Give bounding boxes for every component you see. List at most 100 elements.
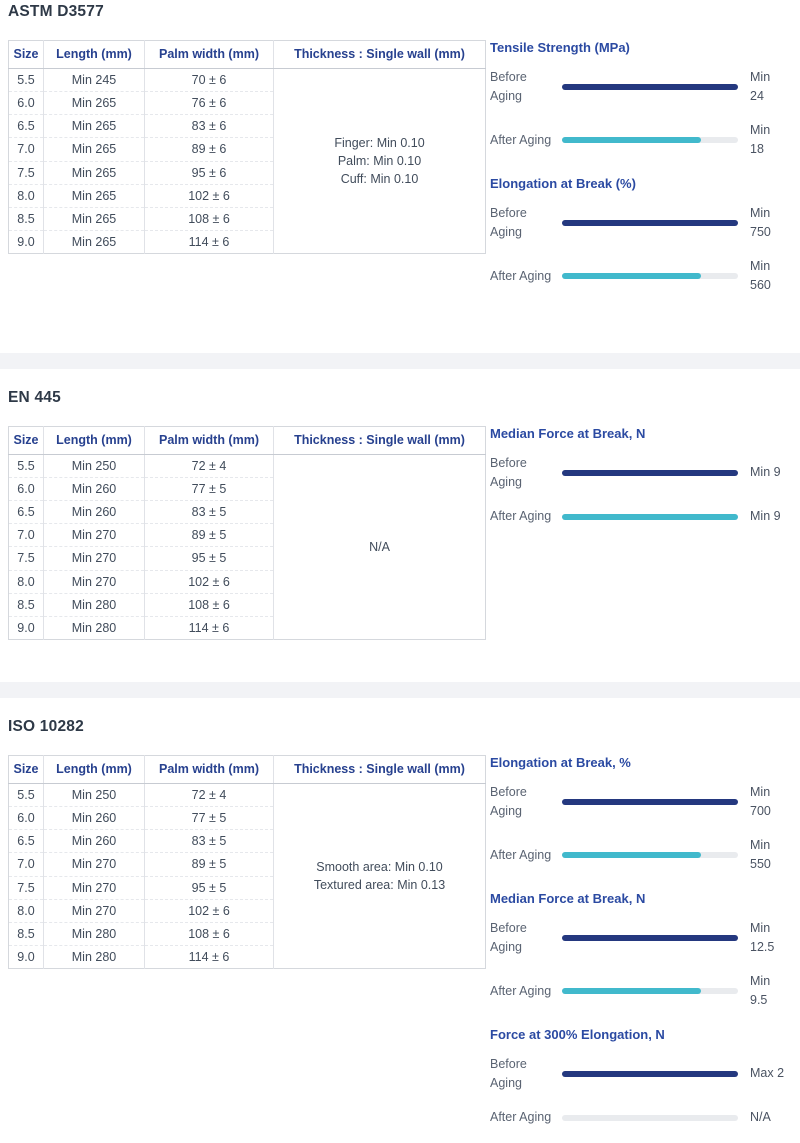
table-row: 7.5 Min 270 95 ± 5 — [8, 875, 486, 900]
table-cell: 8.5 — [8, 206, 44, 231]
bar-fill — [562, 513, 738, 520]
spec-table: Size Length (mm) Palm width (mm) Thickness … — [8, 425, 486, 640]
bar-track — [562, 513, 738, 520]
metric-row: Before Aging Min 750 — [490, 204, 790, 242]
metrics-panel: Elongation at Break, % Before Aging Min 70… — [490, 755, 790, 1143]
table-cell: Min 265 — [43, 206, 145, 231]
column-header: Size — [8, 426, 44, 455]
bar-fill — [562, 1070, 738, 1077]
table-cell: 72 ± 4 — [144, 454, 274, 478]
table-cell: Min 270 — [43, 546, 145, 571]
table-cell: 102 ± 6 — [144, 183, 274, 208]
table-cell: 95 ± 5 — [144, 546, 274, 571]
table-row: 7.0 Min 270 89 ± 5 — [8, 852, 486, 877]
metric-label: After Aging — [490, 268, 552, 283]
metric-label: After Aging — [490, 983, 552, 998]
table-row: 7.0 Min 270 89 ± 5 — [8, 523, 486, 547]
section-title: ASTM D3577 — [8, 3, 104, 20]
table-cell: 8.0 — [8, 569, 44, 594]
column-header: Palm width (mm) — [144, 40, 274, 70]
metric-value: Min 750 — [750, 205, 771, 239]
bar-fill — [562, 852, 702, 859]
table-row: 8.0 Min 270 102 ± 6 — [8, 569, 486, 594]
metric-row: Before Aging Max 2 — [490, 1055, 790, 1093]
metric-label: After Aging — [490, 509, 552, 524]
header-row: Size Length (mm) Palm width (mm) Thickness … — [8, 755, 486, 785]
table-cell: Min 270 — [43, 569, 145, 594]
table-cell: Min 260 — [43, 500, 145, 524]
table-cell: 89 ± 5 — [144, 523, 274, 547]
table-cell: 9.0 — [8, 944, 44, 969]
table-cell: Min 265 — [43, 137, 145, 162]
bar-track — [562, 469, 738, 476]
table-cell: Min 280 — [43, 615, 145, 640]
table-cell: Min 280 — [43, 592, 145, 617]
section-divider — [0, 681, 800, 698]
column-header: Palm width (mm) — [144, 426, 274, 455]
metric-value: Min 9 — [750, 465, 781, 480]
table-cell: 6.5 — [8, 500, 44, 524]
metric-label: Before Aging — [490, 455, 527, 489]
metric-value: Min 9.5 — [750, 974, 771, 1008]
metric-value: Min 12.5 — [750, 920, 775, 954]
table-cell: 83 ± 6 — [144, 114, 274, 138]
metric-value: Min 18 — [750, 123, 771, 157]
table-cell: 108 ± 6 — [144, 921, 274, 946]
table-cell: 7.5 — [8, 546, 44, 571]
metric-value: Min 9 — [750, 509, 781, 524]
table-cell: 83 ± 5 — [144, 500, 274, 524]
metrics-panel: Tensile Strength (MPa) Before Aging Min 24… — [490, 40, 790, 311]
table-row: 8.5 Min 280 108 ± 6 — [8, 921, 486, 946]
column-header: Size — [8, 40, 44, 70]
table-row: 8.0 Min 270 102 ± 6 — [8, 898, 486, 923]
metric-label: Before Aging — [490, 1056, 527, 1090]
metric-row: Before Aging Min 24 — [490, 68, 790, 106]
metric-row: After Aging Min 560 — [490, 257, 790, 295]
table-row: 6.0 Min 260 77 ± 5 — [8, 477, 486, 501]
table-cell: 108 ± 6 — [144, 592, 274, 617]
metric-group-title: Elongation at Break, % — [490, 755, 631, 771]
metric-row: After Aging Min 9.5 — [490, 972, 790, 1010]
table-row: 6.0 Min 260 77 ± 5 — [8, 806, 486, 830]
thickness-cell: Finger: Min 0.10 Palm: Min 0.10 Cuff: Mi… — [273, 68, 486, 254]
metric-label: Before Aging — [490, 784, 527, 818]
metric-value: Min 550 — [750, 838, 771, 872]
metric-value: Min 24 — [750, 69, 771, 103]
metric-row: After Aging Min 9 — [490, 507, 790, 526]
table-cell: 8.5 — [8, 592, 44, 617]
bar-track — [562, 219, 738, 226]
table-row: 7.0 Min 265 89 ± 6 — [8, 137, 486, 162]
section-title: ISO 10282 — [8, 717, 84, 735]
metric-label: After Aging — [490, 847, 552, 862]
metric-label: Before Aging — [490, 69, 527, 103]
table-cell: 5.5 — [17, 788, 35, 803]
section-divider — [0, 352, 800, 369]
section-en-445: EN 445 Size Length (mm) Palm width (mm) Thic… — [0, 389, 800, 640]
column-header: Size — [8, 755, 44, 785]
bar-track — [562, 798, 738, 805]
bar-track — [562, 137, 738, 144]
column-header: Thickness : Single wall (mm) — [273, 755, 486, 785]
table-cell: 6.5 — [8, 114, 44, 138]
spec-table: Size Length (mm) Palm width (mm) Thickness … — [8, 755, 486, 970]
metric-group-title: Force at 300% Elongation, N — [490, 1026, 665, 1042]
table-cell: 6.5 — [8, 829, 44, 853]
table-cell: Min 245 — [43, 68, 145, 92]
column-header: Length (mm) — [43, 755, 145, 785]
table-cell: 102 ± 6 — [144, 569, 274, 594]
table-cell: Min 270 — [43, 875, 145, 900]
bar-track — [562, 1070, 738, 1077]
table-row: 9.0 Min 280 114 ± 6 — [8, 615, 486, 640]
table-cell: Min 250 — [43, 783, 145, 807]
table-cell: Min 265 — [43, 183, 145, 208]
table-cell: 114 ± 6 — [144, 615, 274, 640]
metric-row: After Aging N/A — [490, 1108, 790, 1127]
table-row: 7.5 Min 270 95 ± 5 — [8, 546, 486, 571]
table-cell: 95 ± 6 — [144, 160, 274, 185]
table-cell: Min 280 — [43, 944, 145, 969]
metric-row: After Aging Min 18 — [490, 121, 790, 159]
metric-value: Max 2 — [750, 1066, 785, 1081]
column-header: Thickness : Single wall (mm) — [273, 426, 486, 455]
table-cell: 89 ± 5 — [144, 852, 274, 877]
